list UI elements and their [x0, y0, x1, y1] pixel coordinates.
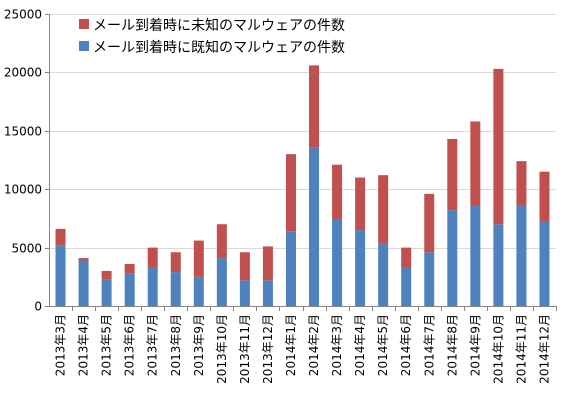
- bar-segment-known: [516, 205, 527, 306]
- x-tick-labels: 2013年3月 2013年4月 2013年5月 2013年6月 2013年7月 2013年…: [54, 314, 552, 384]
- x-tick-label: 2014年4月: [353, 314, 367, 376]
- bar-segment-known: [285, 231, 296, 306]
- x-tick-label: 2014年9月: [468, 314, 482, 376]
- bar-segment-unknown: [262, 246, 273, 281]
- legend-label-unknown: メール到着時に未知のマルウェアの件数: [93, 17, 345, 34]
- bar-segment-known: [309, 147, 320, 306]
- bar-segment-known: [101, 279, 112, 306]
- y-tick-label: 25000: [4, 8, 42, 22]
- x-tick-label: 2014年8月: [445, 314, 459, 376]
- bar-segment-unknown: [516, 161, 527, 206]
- bar-segment-unknown: [470, 121, 481, 206]
- bar-segment-known: [262, 280, 273, 306]
- legend: メール到着時に未知のマルウェアの件数 メール到着時に既知のマルウェアの件数: [79, 17, 345, 56]
- y-tick-label: 10000: [4, 183, 42, 197]
- bar-segment-unknown: [447, 138, 458, 211]
- bar-segment-known: [447, 210, 458, 306]
- x-tick-label: 2014年7月: [422, 314, 436, 376]
- bar-segment-unknown: [355, 177, 366, 231]
- bar-segment-known: [332, 219, 343, 306]
- bar-segment-unknown: [170, 252, 181, 273]
- bar-segment-known: [170, 272, 181, 306]
- y-tick-labels: 0 5000 10000 15000 20000 25000: [4, 8, 42, 314]
- x-tick-label: 2014年1月: [284, 314, 298, 376]
- bar-segment-known: [470, 205, 481, 306]
- bar-segment-known: [539, 221, 550, 306]
- x-tick-label: 2013年6月: [123, 314, 137, 376]
- x-tick-label: 2013年5月: [100, 314, 114, 376]
- bar-segment-known: [493, 224, 504, 306]
- bar-segment-unknown: [124, 263, 135, 274]
- x-tick-label: 2013年9月: [192, 314, 206, 376]
- legend-item-known: メール到着時に既知のマルウェアの件数: [79, 39, 345, 56]
- bar-segment-known: [147, 267, 158, 306]
- bar-segment-unknown: [78, 258, 89, 261]
- legend-label-known: メール到着時に既知のマルウェアの件数: [93, 39, 345, 56]
- bar-segment-known: [378, 242, 389, 306]
- y-tick-label: 15000: [4, 125, 42, 139]
- bar-segment-unknown: [309, 65, 320, 148]
- bar-segment-unknown: [55, 228, 66, 246]
- y-tick-label: 0: [34, 300, 42, 314]
- x-tick-label: 2014年10月: [491, 314, 505, 384]
- bar-segment-unknown: [493, 68, 504, 225]
- bar-segment-unknown: [539, 171, 550, 222]
- bar-segment-known: [78, 260, 89, 306]
- x-tick-label: 2013年10月: [215, 314, 229, 384]
- bar-segment-known: [55, 245, 66, 306]
- x-tick-label: 2014年12月: [537, 314, 551, 384]
- legend-swatch-known: [79, 41, 89, 51]
- y-tick-label: 5000: [11, 242, 42, 256]
- x-tick-label: 2013年3月: [54, 314, 68, 376]
- bar-segment-unknown: [285, 154, 296, 232]
- x-tick-label: 2014年11月: [514, 314, 528, 384]
- x-tick-label: 2014年6月: [399, 314, 413, 376]
- x-tick-label: 2013年8月: [169, 314, 183, 376]
- bar-segment-known: [193, 276, 204, 306]
- bar-segment-unknown: [101, 270, 112, 280]
- legend-swatch-unknown: [79, 19, 89, 29]
- bar-segment-unknown: [239, 252, 250, 281]
- bar-segment-unknown: [401, 247, 412, 268]
- x-tick-label: 2013年12月: [261, 314, 275, 384]
- bar-segment-known: [239, 280, 250, 306]
- y-tick-label: 20000: [4, 66, 42, 80]
- bar-segment-known: [355, 230, 366, 306]
- x-tick-label: 2014年3月: [330, 314, 344, 376]
- axis-layer: [45, 14, 557, 311]
- bar-segment-unknown: [193, 240, 204, 277]
- bar-segment-unknown: [147, 247, 158, 268]
- x-tick-label: 2014年5月: [376, 314, 390, 376]
- bar-segment-known: [424, 252, 435, 306]
- x-tick-label: 2013年4月: [77, 314, 91, 376]
- bar-segment-unknown: [216, 224, 227, 259]
- x-tick-label: 2013年7月: [146, 314, 160, 376]
- bar-segment-known: [124, 273, 135, 306]
- x-tick-label: 2013年11月: [238, 314, 252, 384]
- bar-layer: [55, 65, 550, 306]
- bar-segment-unknown: [332, 164, 343, 220]
- bar-segment-known: [401, 267, 412, 306]
- x-tick-label: 2014年2月: [307, 314, 321, 376]
- bar-segment-unknown: [424, 193, 435, 253]
- bar-segment-unknown: [378, 175, 389, 243]
- legend-item-unknown: メール到着時に未知のマルウェアの件数: [79, 17, 345, 34]
- bar-segment-known: [216, 258, 227, 306]
